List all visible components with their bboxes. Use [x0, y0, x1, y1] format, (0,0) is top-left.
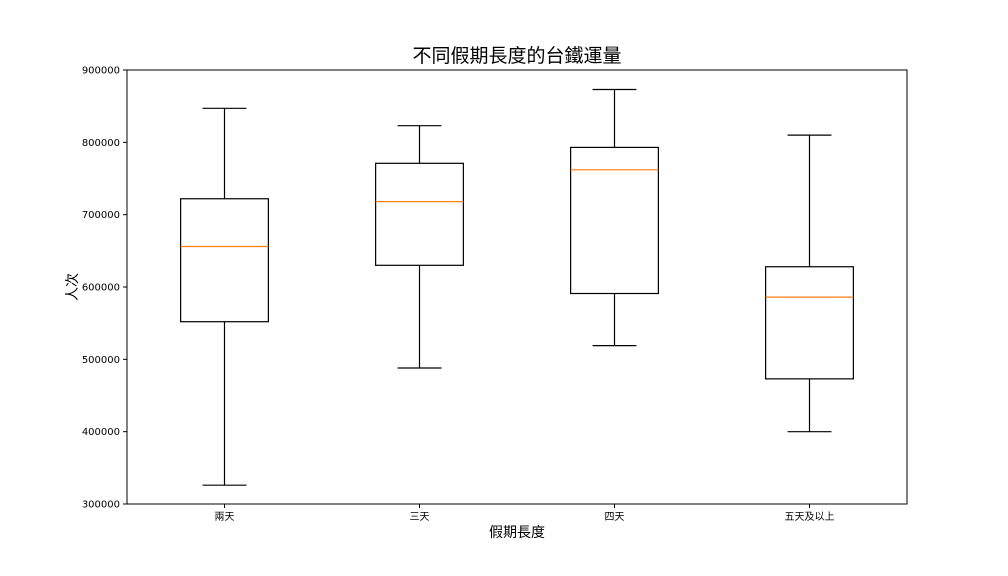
y-tick-label: 900000: [82, 66, 120, 77]
x-tick-label: 兩天: [215, 511, 235, 523]
y-tick-label: 600000: [82, 283, 120, 294]
y-axis: 300000 400000 500000 600000 700000 800000 9000…: [82, 66, 127, 511]
x-tick-label: 五天及以上: [785, 511, 835, 523]
y-tick-label: 700000: [82, 210, 120, 221]
y-tick-label: 800000: [82, 138, 120, 149]
chart-title: 不同假期長度的台鐵運量: [412, 45, 621, 67]
box-iqr: [570, 146, 659, 295]
y-tick-label: 400000: [82, 427, 120, 438]
y-tick-label: 300000: [82, 500, 120, 511]
y-axis-label: 人次: [65, 273, 81, 301]
box-group: [765, 134, 854, 433]
box-iqr: [180, 198, 269, 323]
box-iqr: [765, 266, 854, 380]
box-group: [570, 88, 659, 347]
y-tick-label: 500000: [82, 355, 120, 366]
x-tick-label: 三天: [410, 512, 430, 523]
box-group: [375, 125, 464, 369]
box-group: [180, 107, 269, 486]
box-iqr: [375, 162, 464, 266]
x-tick-label: 四天: [605, 512, 625, 523]
box-plot-series: [180, 88, 854, 486]
x-axis: 兩天 三天 四天 五天及以上: [215, 504, 835, 523]
x-axis-label: 假期長度: [489, 525, 545, 541]
